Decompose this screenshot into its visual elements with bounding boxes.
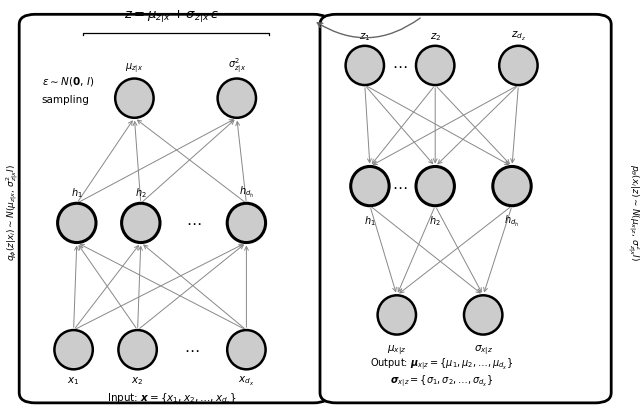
Text: $\cdots$: $\cdots$	[392, 58, 408, 73]
Text: $\sigma^2_{z|x}$: $\sigma^2_{z|x}$	[228, 56, 246, 75]
Text: $z_2$: $z_2$	[429, 31, 441, 43]
Text: $\mu_{z|x}$: $\mu_{z|x}$	[125, 62, 143, 75]
Ellipse shape	[346, 46, 384, 85]
Ellipse shape	[378, 295, 416, 335]
Ellipse shape	[499, 46, 538, 85]
Text: $\boldsymbol{\sigma}_{x|z} = \{\sigma_1, \sigma_2, \ldots, \sigma_{d_x}\}$: $\boldsymbol{\sigma}_{x|z} = \{\sigma_1,…	[390, 373, 493, 389]
Text: $z_{d_z}$: $z_{d_z}$	[511, 29, 526, 43]
Text: $\cdots$: $\cdots$	[186, 216, 202, 230]
Text: $h_2$: $h_2$	[429, 214, 441, 228]
Text: $h_{d_h}$: $h_{d_h}$	[504, 214, 520, 229]
FancyBboxPatch shape	[320, 14, 611, 403]
Text: Input: $\boldsymbol{x} = \{x_1, x_2, \ldots, x_{d_x}\}$: Input: $\boldsymbol{x} = \{x_1, x_2, \ld…	[107, 392, 236, 407]
Ellipse shape	[227, 203, 266, 243]
Text: $\cdots$: $\cdots$	[184, 342, 200, 357]
Text: $\cdots$: $\cdots$	[392, 179, 408, 193]
Ellipse shape	[115, 79, 154, 118]
Ellipse shape	[218, 79, 256, 118]
Text: $p_\theta(x_i|z){\sim}N(\mu_{x|z},\,\sigma^2_{z|x}I)$: $p_\theta(x_i|z){\sim}N(\mu_{x|z},\,\sig…	[625, 164, 640, 261]
Text: $q_\phi(z|x_i){\sim}N(\mu_{z|x},\,\sigma^2_{z|x}I)$: $q_\phi(z|x_i){\sim}N(\mu_{z|x},\,\sigma…	[4, 164, 21, 261]
Ellipse shape	[416, 46, 454, 85]
Text: $x_2$: $x_2$	[131, 376, 144, 387]
Text: $z = \mu_{z|x} + \sigma_{z|x}\,\varepsilon$: $z = \mu_{z|x} + \sigma_{z|x}\,\varepsil…	[124, 8, 219, 25]
Ellipse shape	[122, 203, 160, 243]
Text: $\varepsilon{\sim}N(\mathbf{0},\,I)$: $\varepsilon{\sim}N(\mathbf{0},\,I)$	[42, 75, 94, 88]
Ellipse shape	[464, 295, 502, 335]
Ellipse shape	[493, 166, 531, 206]
Ellipse shape	[227, 330, 266, 369]
Text: $z_1$: $z_1$	[359, 31, 371, 43]
Text: Output: $\boldsymbol{\mu}_{x|z} = \{\mu_1, \mu_2, \ldots, \mu_{d_x}\}$: Output: $\boldsymbol{\mu}_{x|z} = \{\mu_…	[370, 356, 513, 372]
Text: $h_1$: $h_1$	[364, 214, 376, 228]
Text: $h_1$: $h_1$	[71, 186, 83, 200]
Ellipse shape	[118, 330, 157, 369]
FancyBboxPatch shape	[19, 14, 330, 403]
Text: sampling: sampling	[42, 95, 90, 105]
Ellipse shape	[58, 203, 96, 243]
Ellipse shape	[54, 330, 93, 369]
Text: $x_1$: $x_1$	[67, 376, 80, 387]
Text: $\sigma_{x|z}$: $\sigma_{x|z}$	[474, 344, 493, 357]
Ellipse shape	[351, 166, 389, 206]
Ellipse shape	[416, 166, 454, 206]
Text: $h_{d_h}$: $h_{d_h}$	[239, 185, 254, 200]
Text: $h_2$: $h_2$	[135, 186, 147, 200]
Text: $x_{d_x}$: $x_{d_x}$	[238, 375, 255, 388]
Text: $\mu_{x|z}$: $\mu_{x|z}$	[387, 344, 406, 357]
